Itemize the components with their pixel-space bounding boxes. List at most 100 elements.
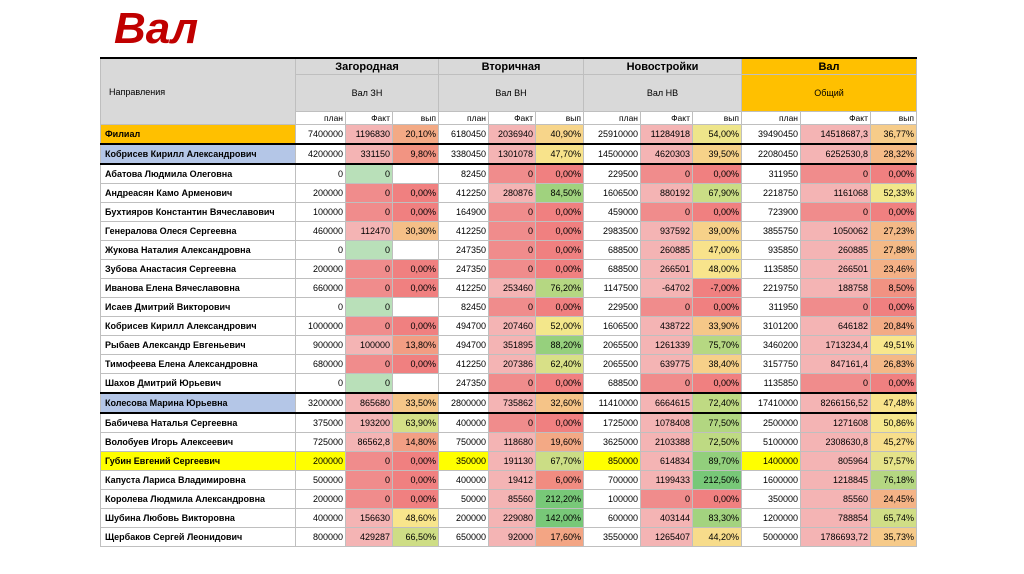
cell: 5000000 — [741, 527, 801, 547]
table-row: Кобрисев Кирилл Александрович 1000000 0 0,0… — [100, 316, 917, 336]
cell: 207460 — [488, 316, 536, 336]
cell: 680000 — [295, 354, 346, 374]
cell: 200000 — [295, 489, 346, 509]
cell: 0 — [345, 202, 393, 222]
cell: 54,00% — [692, 124, 742, 145]
cell: 688500 — [583, 373, 641, 394]
cell: 14518687,3 — [800, 124, 871, 145]
cell: 100000 — [345, 335, 393, 355]
cell: 660000 — [295, 278, 346, 298]
cell: 23,46% — [870, 259, 917, 279]
cell: 260885 — [640, 240, 693, 260]
cell: 48,00% — [692, 259, 742, 279]
row-name: Волобуев Игорь Алексеевич — [100, 432, 296, 452]
table-row: Вал ЗН Вал ВН Вал НВ Общий — [101, 74, 917, 112]
cell: 3550000 — [583, 527, 641, 547]
cell: 1261339 — [640, 335, 693, 355]
cell: 0 — [295, 373, 346, 394]
cell: 1606500 — [583, 183, 641, 203]
cell: 412250 — [438, 354, 489, 374]
row-name: Жукова Наталия Александровна — [100, 240, 296, 260]
cell: 412250 — [438, 278, 489, 298]
group-header: Вторичная — [438, 57, 584, 75]
table-row: Андреасян Камо Арменович 200000 0 0,00% 4122… — [100, 183, 917, 203]
row-name: Тимофеева Елена Александровна — [100, 354, 296, 374]
cell: 646182 — [800, 316, 871, 336]
column-header: Факт — [800, 111, 871, 125]
cell: 400000 — [438, 470, 489, 490]
cell: 0 — [640, 202, 693, 222]
cell: 20,84% — [870, 316, 917, 336]
cell: 3625000 — [583, 432, 641, 452]
cell: 33,90% — [692, 316, 742, 336]
cell: 0 — [345, 259, 393, 279]
cell: 1199433 — [640, 470, 693, 490]
table-row: Бабичева Наталья Сергеевна 375000 193200 63… — [100, 412, 917, 433]
cell: 0,00% — [392, 470, 439, 490]
cell: 6664615 — [640, 392, 693, 414]
cell: 17,60% — [535, 527, 584, 547]
cell: 27,88% — [870, 240, 917, 260]
cell: 0,00% — [870, 163, 917, 184]
cell: 1400000 — [741, 451, 801, 471]
group-header: Загородная — [295, 57, 439, 75]
cell: 937592 — [640, 221, 693, 241]
cell: 350000 — [438, 451, 489, 471]
cell: 0 — [295, 163, 346, 184]
cell: 0,00% — [535, 240, 584, 260]
cell: 0,00% — [392, 451, 439, 471]
cell: 247350 — [438, 373, 489, 394]
cell: 331150 — [345, 143, 393, 165]
cell: 0 — [488, 259, 536, 279]
cell: 1301078 — [488, 143, 536, 165]
cell: 207386 — [488, 354, 536, 374]
cell: 212,50% — [692, 470, 742, 490]
cell: 212,20% — [535, 489, 584, 509]
table-row: Кобрисев Кирилл Александрович 4200000 3311… — [100, 143, 917, 165]
cell: 460000 — [295, 221, 346, 241]
row-name: Королева Людмила Александровна — [100, 489, 296, 509]
cell: 2308630,8 — [800, 432, 871, 452]
cell: 40,90% — [535, 124, 584, 145]
cell: 229080 — [488, 508, 536, 528]
cell: 229500 — [583, 297, 641, 317]
cell: 0,00% — [392, 202, 439, 222]
cell: 45,27% — [870, 432, 917, 452]
cell: 0 — [488, 240, 536, 260]
cell: 9,80% — [392, 143, 439, 165]
cell: 0 — [345, 354, 393, 374]
cell: -7,00% — [692, 278, 742, 298]
cell: 0,00% — [870, 297, 917, 317]
cell: 0 — [345, 183, 393, 203]
cell: 0,00% — [392, 278, 439, 298]
group-subheader: Вал ЗН — [295, 74, 439, 112]
cell: 17410000 — [741, 392, 801, 414]
table-row: Щербаков Сергей Леонидович 800000 429287 66… — [100, 527, 917, 547]
cell: 723900 — [741, 202, 801, 222]
table-row: Жукова Наталия Александровна 0 0 247350 0 0,0… — [100, 240, 917, 260]
cell: 100000 — [295, 202, 346, 222]
table: Направления Загородная Вторичная Новостройк… — [100, 57, 917, 547]
cell: 20,10% — [392, 124, 439, 145]
cell: 75,70% — [692, 335, 742, 355]
cell: 403144 — [640, 508, 693, 528]
cell: 25910000 — [583, 124, 641, 145]
cell: 32,60% — [535, 392, 584, 414]
cell: 0 — [345, 470, 393, 490]
cell: 193200 — [345, 412, 393, 433]
cell: 6252530,8 — [800, 143, 871, 165]
cell: 0,00% — [692, 489, 742, 509]
cell: 24,45% — [870, 489, 917, 509]
cell: 459000 — [583, 202, 641, 222]
cell: 400000 — [438, 412, 489, 433]
cell: 4620303 — [640, 143, 693, 165]
cell: 0 — [345, 316, 393, 336]
cell: 33,50% — [392, 392, 439, 414]
cell: -64702 — [640, 278, 693, 298]
cell: 0,00% — [535, 202, 584, 222]
column-header: Факт — [345, 111, 393, 125]
cell: 11410000 — [583, 392, 641, 414]
cell: 1050062 — [800, 221, 871, 241]
cell: 1135850 — [741, 259, 801, 279]
column-header: Факт — [640, 111, 693, 125]
